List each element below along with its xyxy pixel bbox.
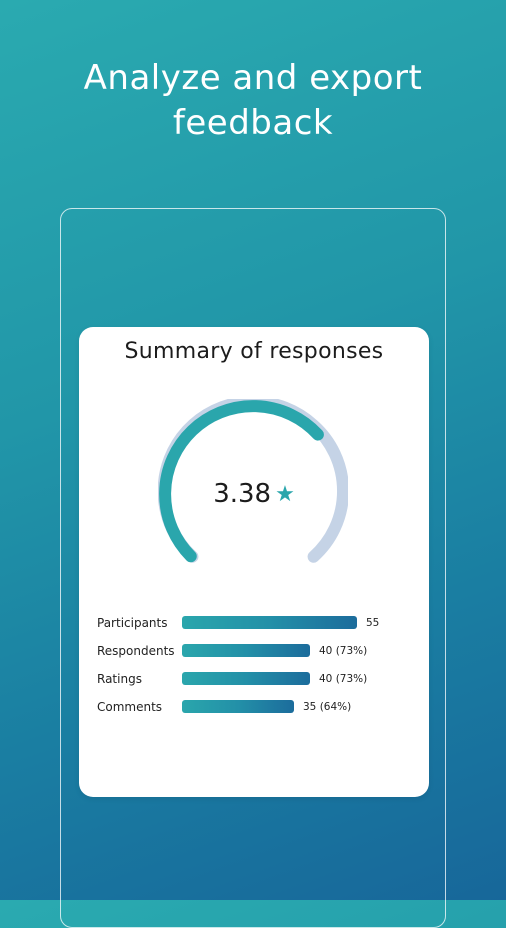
stat-label: Comments — [97, 700, 163, 714]
stat-label: Respondents — [97, 644, 175, 658]
stat-row-respondents: Respondents 40 (73%) — [97, 642, 417, 660]
summary-title: Summary of responses — [124, 339, 384, 364]
headline: Analyze and export feedback — [0, 56, 506, 146]
stat-row-ratings: Ratings 40 (73%) — [97, 670, 417, 688]
stat-row-comments: Comments 35 (64%) — [97, 698, 417, 716]
summary-card: Summary of responses 3.38 ★ Participants … — [79, 327, 429, 797]
stat-value: 40 (73%) — [319, 673, 368, 685]
rating-gauge — [158, 399, 348, 563]
average-rating-value: 3.38 — [213, 479, 272, 509]
stat-value: 55 — [366, 617, 380, 629]
stat-label: Participants — [97, 616, 168, 630]
headline-line-2: feedback — [172, 103, 334, 143]
gauge-fill — [159, 400, 324, 563]
star-icon: ★ — [275, 482, 295, 507]
headline-line-1: Analyze and export — [83, 58, 423, 98]
stat-value: 40 (73%) — [319, 645, 368, 657]
stat-value: 35 (64%) — [303, 701, 352, 713]
average-rating: 3.38 ★ — [79, 479, 429, 509]
stat-bar — [182, 644, 310, 657]
stat-bar — [182, 700, 294, 713]
stat-label: Ratings — [97, 672, 142, 686]
stat-bar — [182, 672, 310, 685]
stat-bar — [182, 616, 357, 629]
stat-row-participants: Participants 55 — [97, 614, 417, 632]
